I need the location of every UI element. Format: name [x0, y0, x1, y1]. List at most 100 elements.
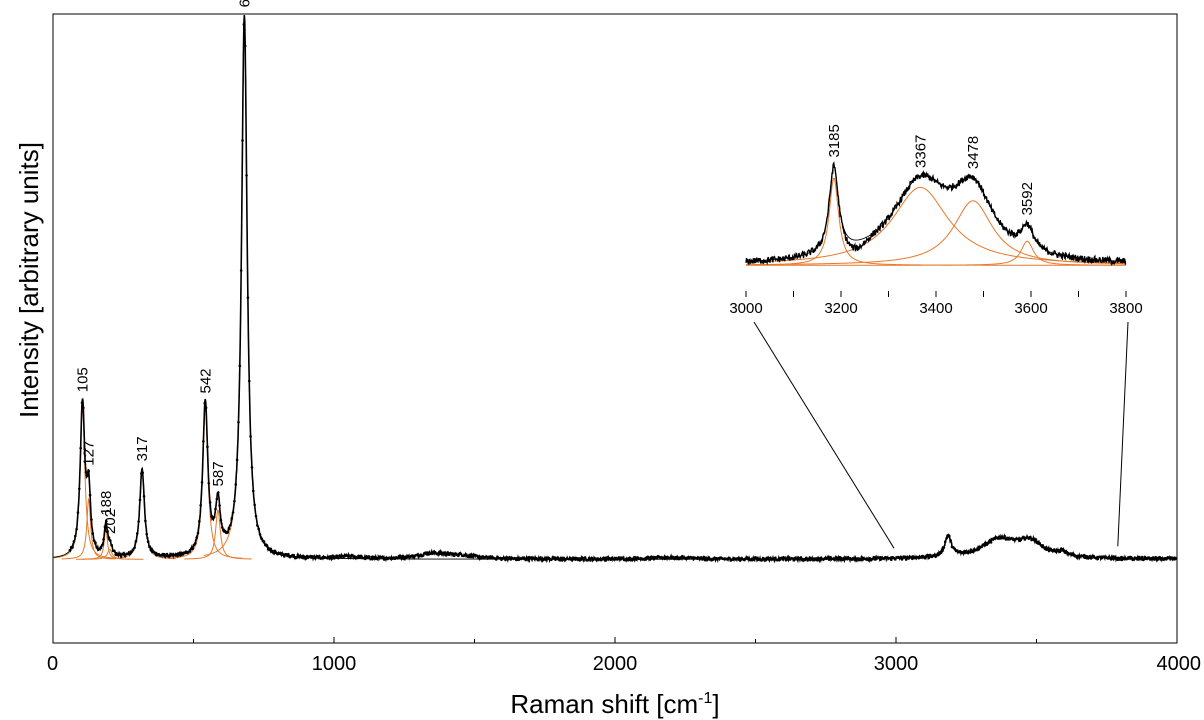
spectrum-point — [100, 543, 104, 547]
spectrum-point — [246, 296, 250, 299]
spectrum-point — [900, 558, 904, 561]
spectrum-point — [841, 558, 845, 562]
spectrum-point — [283, 555, 286, 558]
spectrum-point — [76, 511, 80, 514]
spectrum-point — [444, 554, 448, 557]
spectrum-point — [943, 540, 947, 544]
spectrum-point — [980, 545, 983, 549]
spectrum-point — [711, 558, 715, 561]
spectrum-point — [926, 553, 929, 557]
spectrum-point — [502, 556, 506, 560]
spectrum-point — [1038, 541, 1041, 545]
spectrum-point — [104, 519, 108, 523]
spectrum-point — [421, 554, 425, 557]
spectrum-point — [621, 556, 625, 559]
spectrum-point — [631, 558, 634, 562]
spectrum-point — [273, 549, 277, 553]
inset-measured-spectrum — [745, 161, 1127, 267]
spectrum-point — [75, 527, 78, 531]
spectrum-point — [146, 540, 150, 544]
spectrum-point — [894, 558, 897, 561]
spectrum-point — [195, 536, 198, 539]
spectrum-point — [87, 469, 91, 473]
spectrum-point — [133, 546, 136, 549]
spectrum-point — [212, 515, 216, 519]
spectrum-point — [833, 558, 836, 562]
inset-peak-labels: 3185 3367 3478 3592 — [826, 124, 1036, 215]
x-tick-label: 0 — [47, 653, 58, 675]
main-fit-components — [52, 15, 285, 560]
spectrum-point — [791, 557, 795, 560]
spectrum-point — [452, 554, 456, 557]
inset-tick-label: 3400 — [919, 300, 952, 317]
spectrum-point — [131, 548, 135, 551]
spectrum-point — [292, 553, 296, 557]
spectrum-point — [787, 556, 791, 559]
spectrum-point — [826, 556, 830, 559]
inset-fit-components — [745, 178, 1127, 266]
spectrum-point — [889, 558, 893, 562]
spectrum-point — [235, 458, 239, 462]
spectrum-point — [1142, 558, 1145, 562]
spectrum-point — [1088, 554, 1091, 558]
x-axis-title: Raman shift [cm-1] — [510, 689, 719, 719]
spectrum-point — [86, 474, 89, 478]
spectrum-point — [871, 557, 874, 561]
spectrum-point — [215, 497, 219, 501]
peak-label-542: 542 — [197, 368, 214, 393]
spectrum-point — [803, 558, 807, 562]
spectrum-point — [287, 552, 290, 556]
spectrum-point — [253, 503, 256, 507]
spectrum-point — [590, 556, 594, 560]
spectrum-point — [226, 531, 229, 534]
spectrum-point — [1158, 555, 1161, 559]
spectrum-point — [119, 555, 123, 558]
peak-label-127: 127 — [81, 441, 98, 466]
spectrum-point — [868, 556, 871, 560]
spectrum-point — [396, 557, 399, 560]
spectrum-point — [1058, 550, 1062, 554]
spectrum-point — [210, 515, 213, 518]
inset-component-3592 — [746, 240, 1126, 266]
spectrum-point — [1139, 557, 1143, 561]
spectrum-point — [254, 514, 258, 518]
spectrum-point — [99, 546, 103, 550]
zoom-line-left — [753, 321, 895, 549]
spectrum-point — [609, 558, 613, 561]
inset-plot: 3000 3200 3400 3600 3800 3185 3367 3478 3592 — [729, 124, 1142, 317]
spectrum-point — [262, 540, 266, 543]
spectrum-point — [523, 556, 526, 560]
spectrum-point — [465, 553, 468, 556]
x-tick-label: 3000 — [874, 653, 919, 675]
spectrum-point — [1028, 535, 1032, 539]
spectrum-point — [701, 558, 704, 561]
spectrum-point — [318, 554, 321, 558]
spectrum-point — [138, 498, 142, 502]
spectrum-point — [1154, 555, 1157, 559]
y-axis-title: Intensity [arbitrary units] — [14, 142, 44, 418]
inset-tick-label: 3600 — [1014, 300, 1047, 317]
plot-frame — [52, 13, 1178, 644]
spectrum-point — [904, 558, 908, 561]
spectrum-point — [234, 483, 238, 486]
spectrum-point — [1151, 556, 1155, 559]
spectrum-point — [570, 558, 573, 562]
spectrum-point — [737, 556, 741, 560]
spectrum-point — [1153, 558, 1156, 561]
spectrum-point — [425, 551, 429, 554]
spectrum-point — [136, 532, 139, 535]
spectrum-point — [550, 558, 553, 562]
spectrum-point — [648, 558, 652, 561]
spectrum-point — [1096, 557, 1099, 561]
spectrum-point — [755, 556, 758, 560]
peak-label-317: 317 — [134, 436, 151, 461]
spectrum-point — [338, 554, 341, 557]
spectrum-point — [256, 524, 259, 527]
spectrum-point — [761, 556, 765, 560]
x-axis-title-sup: -1 — [698, 690, 712, 707]
spectrum-point — [304, 557, 308, 560]
spectrum-point — [191, 547, 194, 551]
spectrum-point — [702, 555, 706, 559]
spectrum-point — [102, 538, 105, 541]
